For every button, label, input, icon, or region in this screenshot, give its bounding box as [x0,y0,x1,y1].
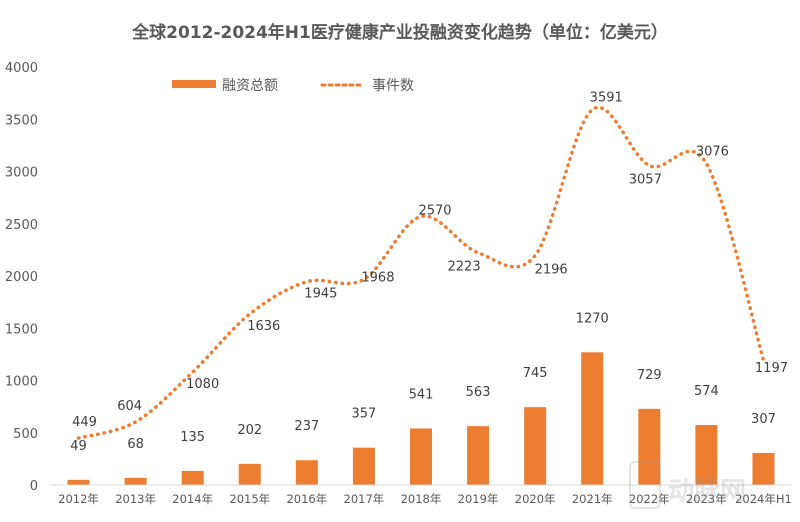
bar-data-label: 745 [523,366,548,381]
legend: 融资总额 事件数 [172,78,414,94]
bar [239,464,261,485]
bar-data-label: 202 [237,423,262,438]
x-tick-label: 2012年 [58,492,99,506]
line-data-label: 3076 [696,145,729,160]
bar [581,352,603,485]
bar [68,480,90,485]
line-data-label: 3057 [629,173,662,188]
line-data-label: 3591 [590,91,623,106]
legend-bar-swatch [172,80,216,88]
line-data-label: 2223 [448,260,481,275]
bar-data-label: 49 [70,439,87,454]
bar [353,448,375,485]
legend-line-label: 事件数 [372,78,414,94]
bar [467,426,489,485]
bar [638,409,660,485]
y-tick-label: 3500 [5,113,38,128]
bar [125,478,147,485]
line-data-label: 604 [117,399,142,414]
x-tick-label: 2017年 [344,492,385,506]
bar-data-label: 68 [127,437,144,452]
line-data-label: 2196 [535,263,568,278]
y-tick-label: 1000 [5,375,38,390]
bar [182,471,204,485]
bar-data-label: 135 [180,430,205,445]
x-tick-label: 2014年 [172,492,213,506]
bar [524,407,546,485]
bar [695,425,717,485]
y-tick-label: 0 [30,479,38,494]
x-tick-label: 2019年 [458,492,499,506]
y-tick-label: 4000 [5,61,38,76]
x-tick-label: 2013年 [115,492,156,506]
x-tick-label: 2016年 [286,492,327,506]
bar-data-label: 563 [466,385,491,400]
bar-data-label: 574 [694,384,719,399]
x-tick-label: 2022年 [629,492,670,506]
y-tick-label: 2500 [5,218,38,233]
bar-data-label: 1270 [576,311,609,326]
svg-text:动脉网: 动脉网 [668,477,746,507]
y-tick-label: 1500 [5,322,38,337]
y-tick-label: 3000 [5,166,38,181]
bar [752,453,774,485]
line-data-label: 449 [72,415,97,430]
chart-title: 全球2012-2024年H1医疗健康产业投融资变化趋势（单位：亿美元） [131,22,668,43]
bar-data-label: 307 [751,412,776,427]
x-tick-label: 2020年 [515,492,556,506]
line-data-label: 2570 [418,203,451,218]
line-data-label: 1968 [361,270,394,285]
line-data-label: 1080 [186,377,219,392]
bar [410,428,432,485]
y-tick-label: 2000 [5,270,38,285]
bar-data-label: 729 [637,368,662,383]
bar-data-label: 237 [294,419,319,434]
bar-data-label: 357 [352,407,377,422]
bar-data-label: 541 [409,387,434,402]
x-tick-label: 2015年 [229,492,270,506]
line-data-label: 1945 [304,287,337,302]
line-data-label: 1636 [247,319,280,334]
bar [296,460,318,485]
legend-bar-label: 融资总额 [222,78,278,94]
x-tick-label: 2021年 [572,492,613,506]
line-data-label: 1197 [755,361,788,376]
x-tick-label: 2018年 [401,492,442,506]
y-tick-label: 500 [13,427,38,442]
